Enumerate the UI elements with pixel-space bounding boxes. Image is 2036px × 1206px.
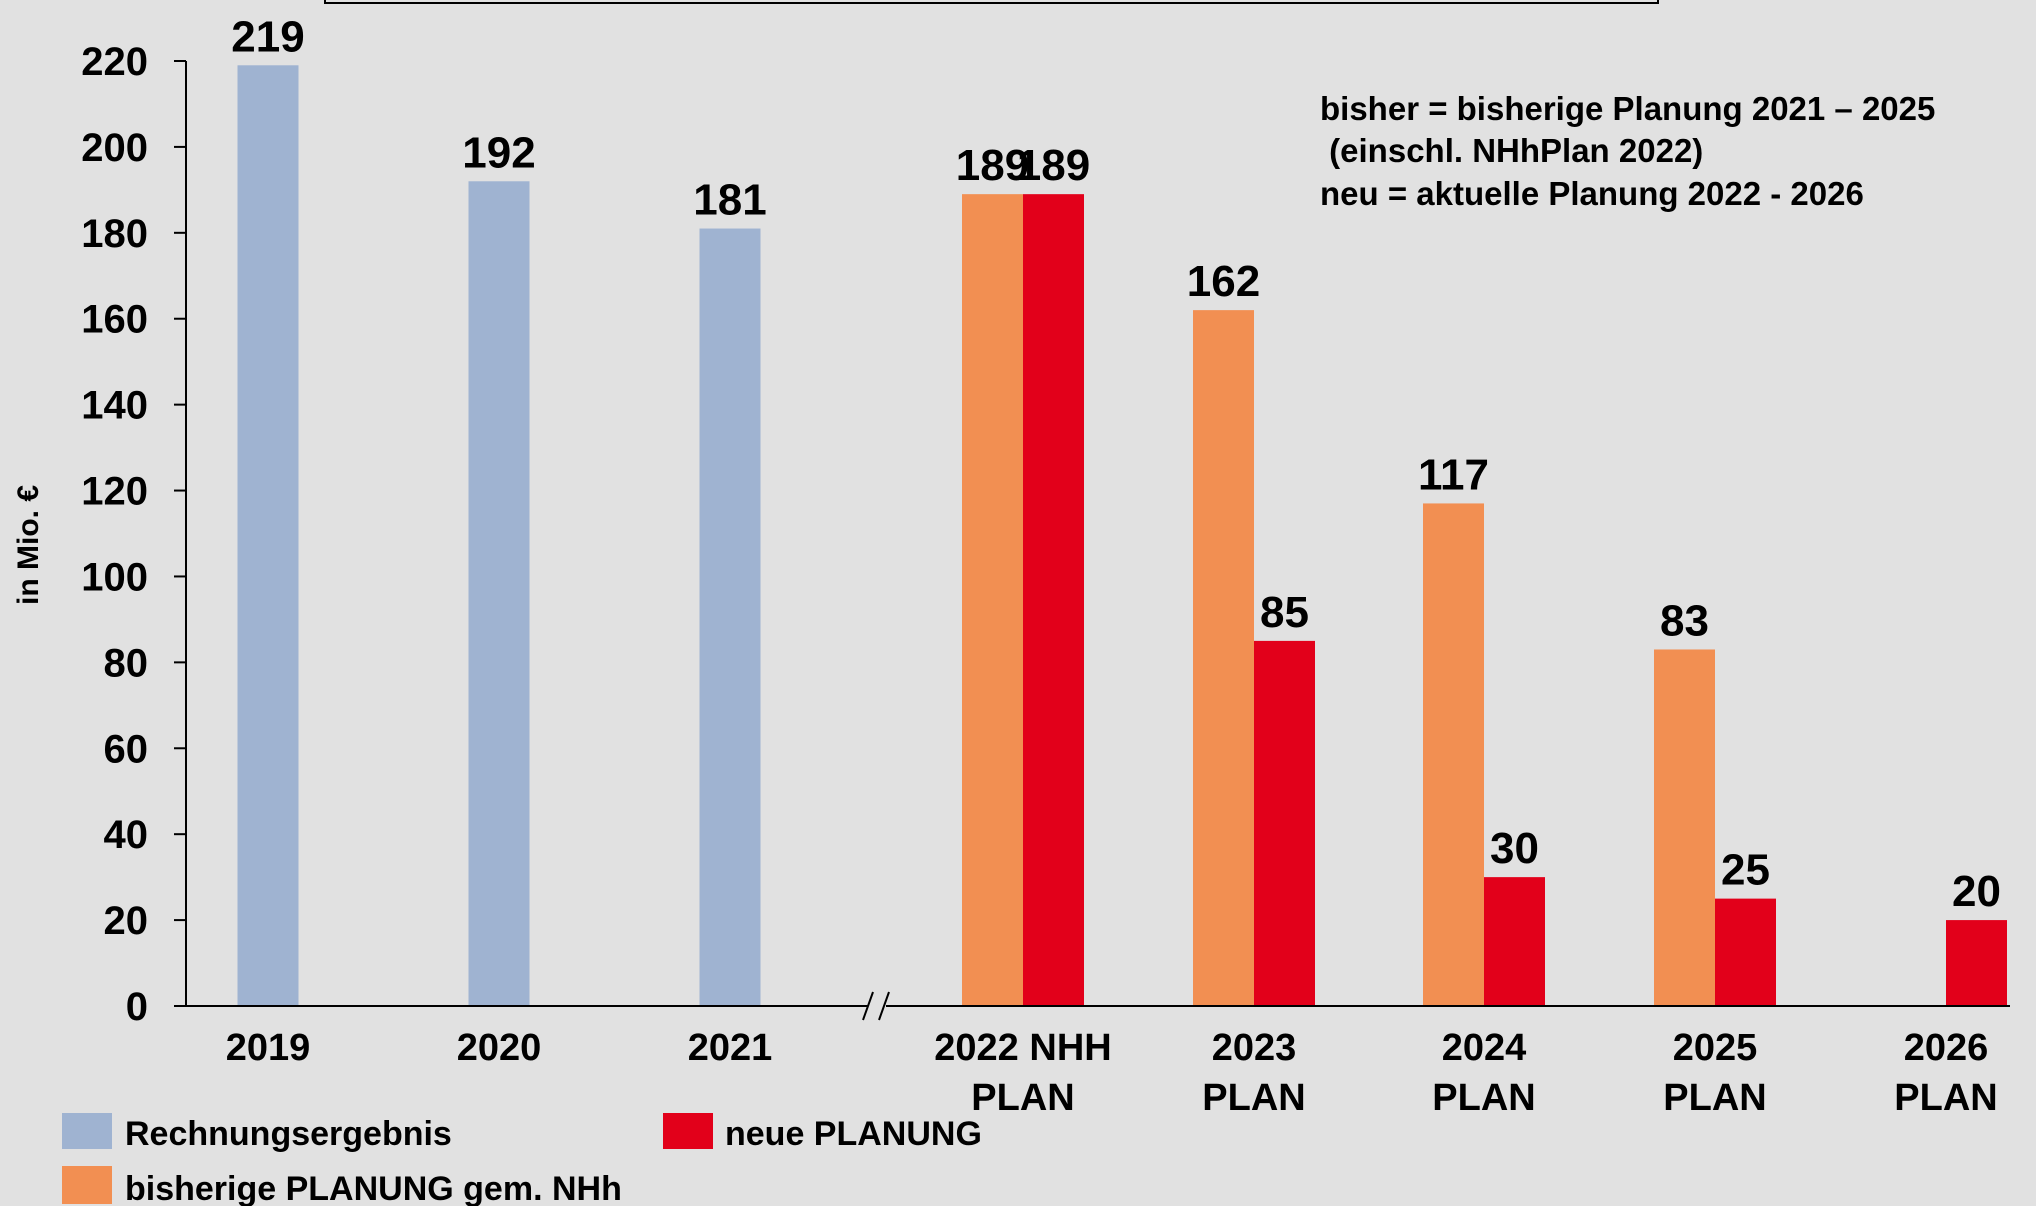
bar — [1193, 310, 1254, 1006]
axis-break-slash — [862, 991, 874, 1021]
x-axis: 2019 2020 2021 2022 NHH PLAN 2023 PLAN 2024 PLAN… — [186, 991, 2010, 1119]
annotation-line-3: neu = aktuelle Planung 2022 - 2026 — [1320, 175, 1864, 212]
legend-swatch-rechnungsergebnis — [62, 1113, 112, 1149]
legend-swatch-neue-planung — [663, 1113, 713, 1149]
axis-break-slash — [878, 991, 890, 1021]
y-tick-label: 100 — [81, 555, 148, 599]
bar — [962, 194, 1023, 1007]
bar — [1254, 640, 1315, 1006]
data-label: 219 — [231, 12, 304, 61]
axis-break-gap — [868, 1001, 886, 1011]
y-tick-label: 200 — [81, 126, 148, 170]
y-axis-label: in Mio. € — [12, 485, 45, 605]
annotation-line-1: bisher = bisherige Planung 2021 – 2025 — [1320, 90, 1935, 127]
data-label: 117 — [1418, 450, 1489, 499]
data-label: 162 — [1187, 257, 1260, 306]
x-tick-label: 2026 PLAN — [1894, 1027, 1997, 1119]
bar — [1023, 194, 1084, 1007]
bar — [237, 65, 299, 1006]
data-label: 181 — [693, 176, 766, 225]
x-tick-label: 2023 PLAN — [1202, 1027, 1305, 1119]
y-tick-label: 180 — [81, 212, 148, 256]
bar — [1484, 877, 1545, 1006]
x-tick-label: 2019 — [226, 1027, 311, 1069]
legend-swatch-bisherige-planung — [62, 1166, 112, 1204]
x-tick-label: 2020 — [457, 1027, 542, 1069]
legend-label-neue-planung: neue PLANUNG — [725, 1115, 982, 1153]
data-label: 85 — [1260, 588, 1309, 637]
data-label: 189 — [1017, 141, 1090, 190]
top-frame-fragment — [324, 0, 1659, 4]
data-label: 20 — [1952, 867, 2001, 916]
data-label: 192 — [462, 128, 535, 177]
x-tick-label: 2025 PLAN — [1663, 1027, 1766, 1119]
y-tick-label: 60 — [104, 727, 149, 771]
y-tick-label: 140 — [81, 384, 148, 428]
bar — [1654, 649, 1715, 1006]
y-tick-label: 220 — [81, 40, 148, 84]
y-tick-label: 40 — [104, 813, 149, 857]
bar — [1423, 503, 1484, 1006]
legend-label-bisherige-planung: bisherige PLANUNG gem. NHh — [125, 1170, 622, 1206]
y-tick-label: 0 — [126, 985, 148, 1029]
bar — [699, 228, 761, 1007]
data-label: 30 — [1490, 824, 1539, 873]
y-tick-label: 80 — [104, 641, 149, 685]
annotation-line-2: (einschl. NHhPlan 2022) — [1320, 132, 1703, 169]
bars-group — [237, 65, 2007, 1007]
data-label: 189 — [956, 141, 1029, 190]
legend-label-rechnungsergebnis: Rechnungsergebnis — [125, 1115, 452, 1153]
legend: Rechnungsergebnis bisherige PLANUNG gem.… — [62, 1113, 982, 1206]
bar — [468, 181, 530, 1007]
y-tick-label: 120 — [81, 470, 148, 514]
y-axis: 0 20 40 60 80 100 120 140 160 180 200 220 — [81, 40, 187, 1029]
bar — [1946, 920, 2007, 1006]
y-tick-label: 160 — [81, 298, 148, 342]
bar — [1715, 898, 1776, 1006]
x-tick-label: 2021 — [688, 1027, 773, 1069]
x-tick-label: 2024 PLAN — [1432, 1027, 1535, 1119]
x-tick-label: 2022 NHH PLAN — [934, 1027, 1111, 1119]
annotation-note: bisher = bisherige Planung 2021 – 2025 (… — [1320, 90, 1935, 212]
y-tick-label: 20 — [104, 899, 149, 943]
data-label: 25 — [1721, 846, 1770, 895]
data-label: 83 — [1660, 596, 1709, 645]
